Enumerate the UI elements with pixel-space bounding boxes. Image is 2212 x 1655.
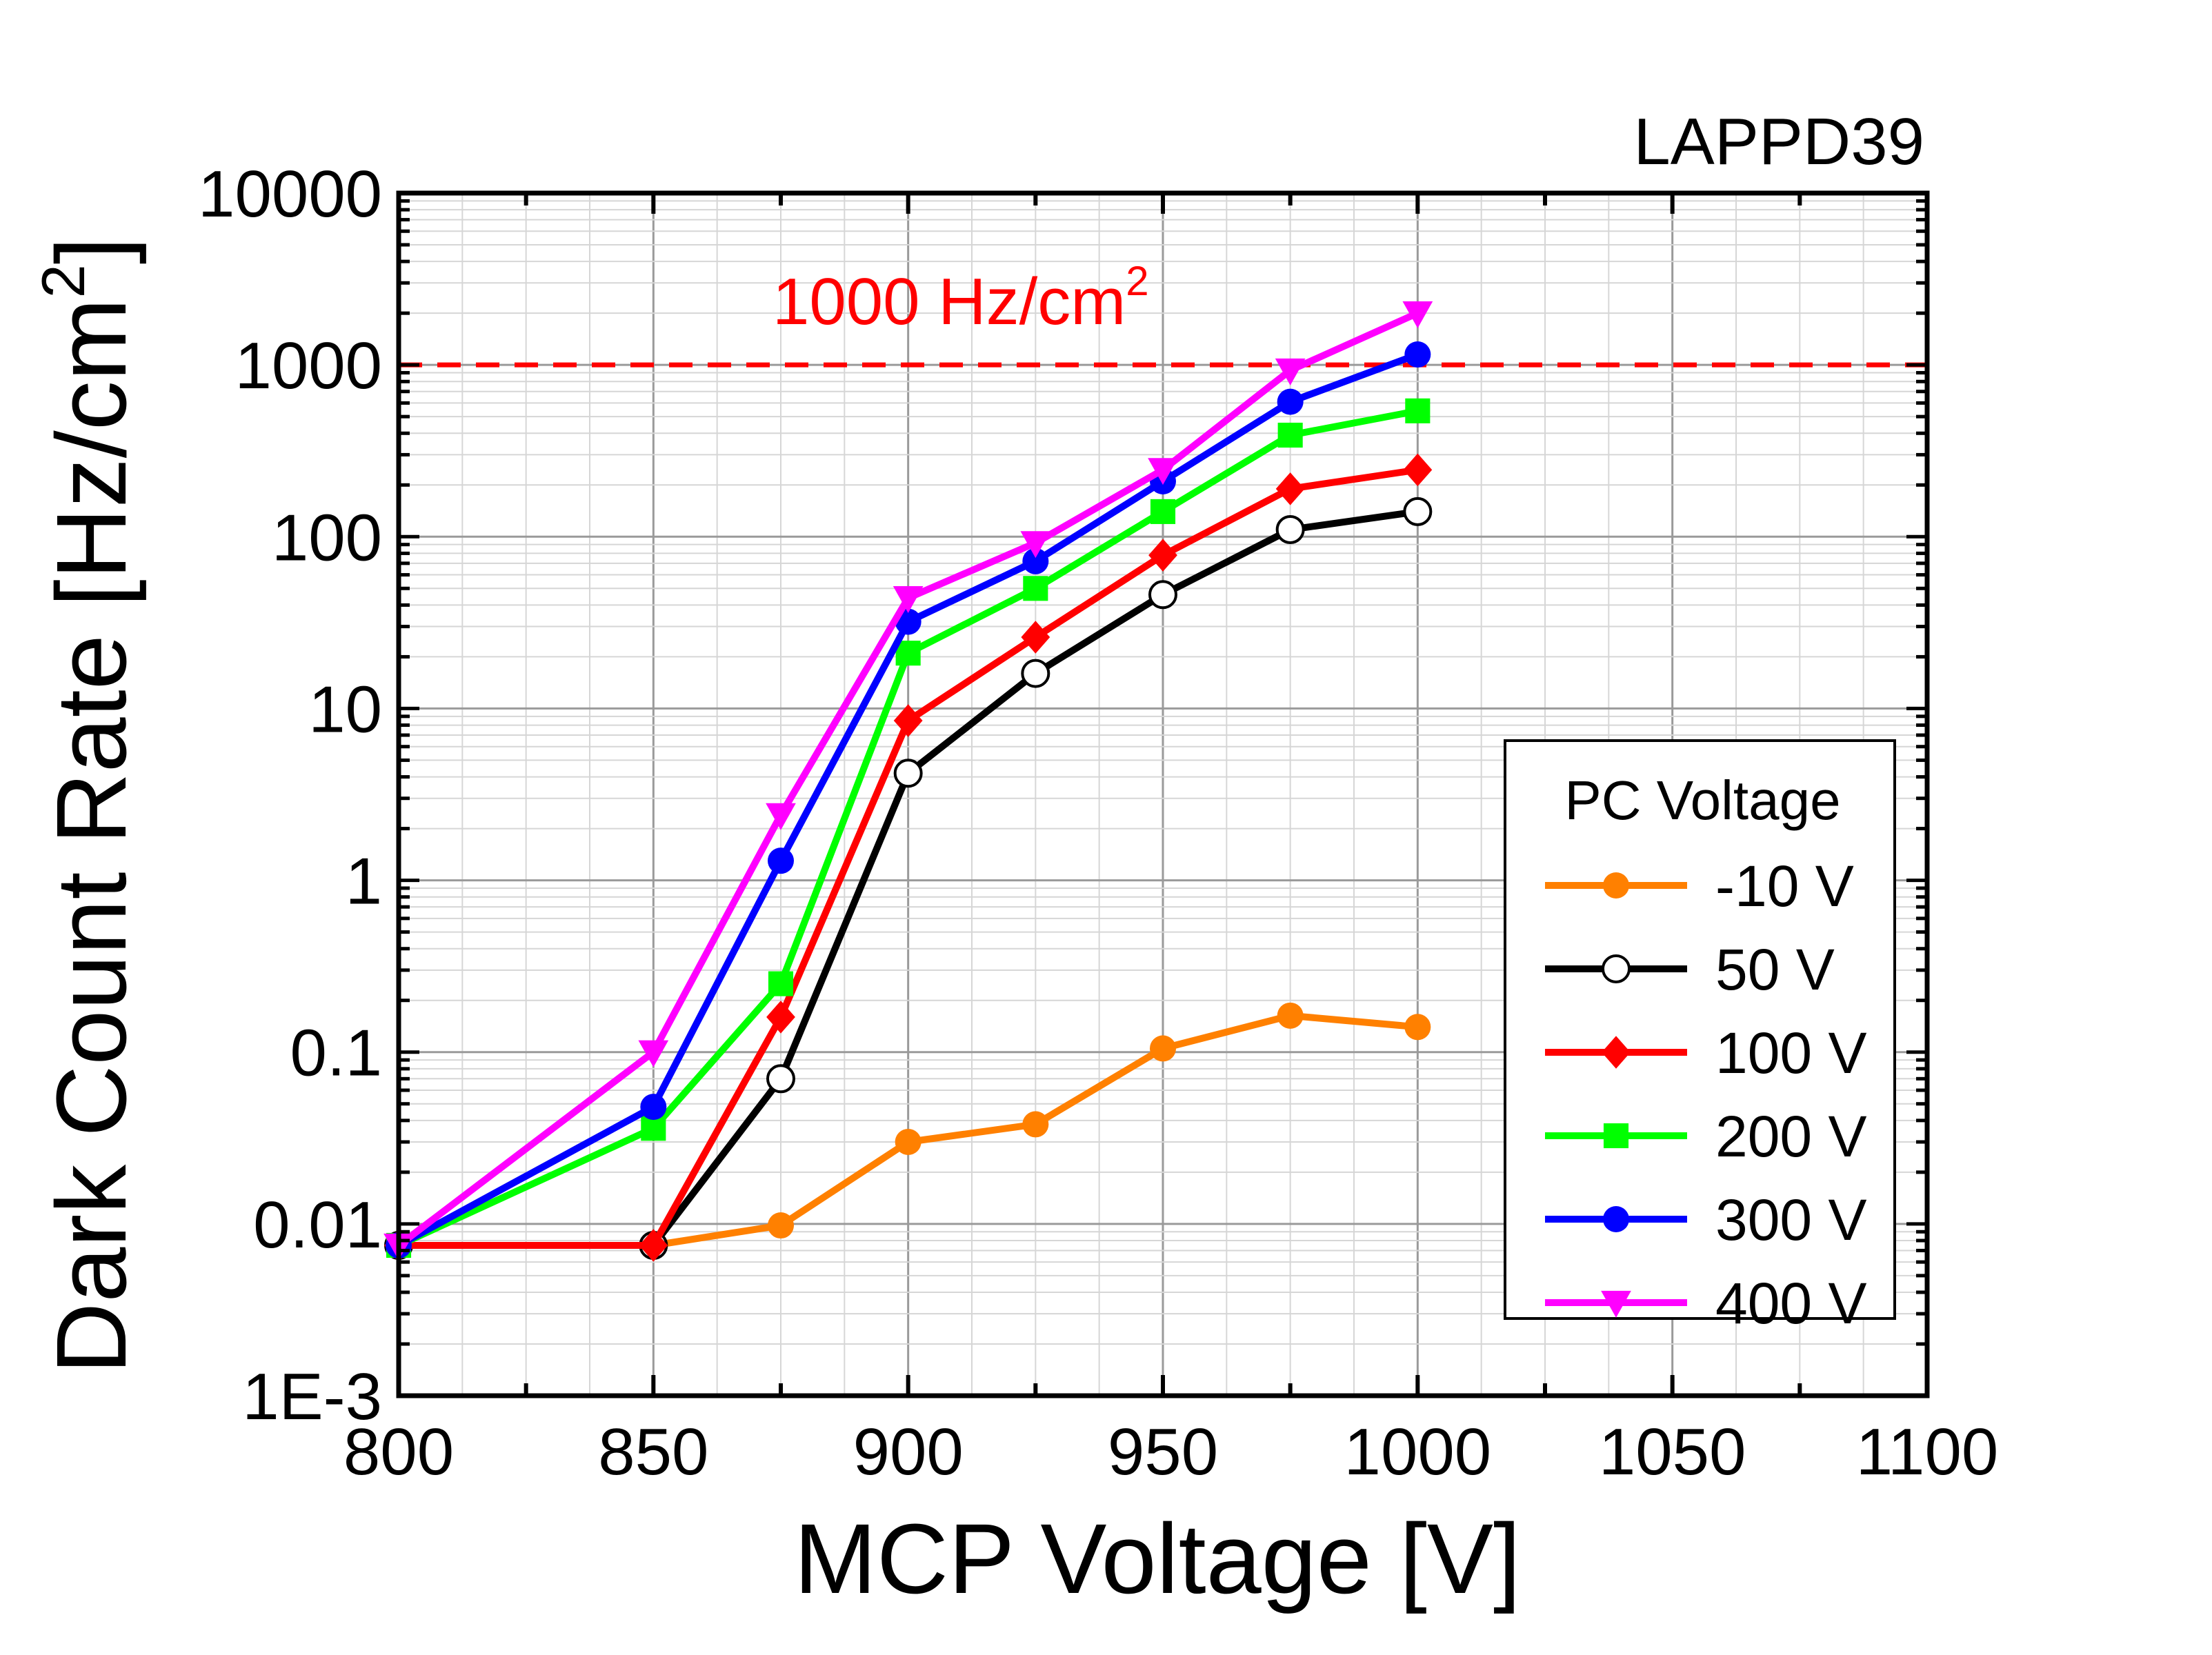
data-point bbox=[893, 704, 923, 737]
y-tick-label: 10000 bbox=[198, 157, 382, 231]
data-point bbox=[1020, 531, 1051, 559]
data-point bbox=[766, 803, 796, 830]
series-line bbox=[395, 407, 1422, 1249]
legend-swatch-marker bbox=[1603, 1123, 1629, 1149]
legend-swatch-marker bbox=[1601, 1290, 1631, 1318]
y-tick-label: 100 bbox=[272, 501, 382, 574]
y-tick-label: 10 bbox=[308, 672, 382, 746]
x-tick-label: 1100 bbox=[1856, 1415, 1998, 1489]
x-tick-label: 850 bbox=[598, 1415, 708, 1489]
data-point bbox=[1277, 1002, 1304, 1029]
data-point bbox=[1148, 458, 1178, 485]
y-tick-label: 1000 bbox=[235, 329, 382, 403]
axes bbox=[396, 190, 1930, 1398]
legend-label: 400 V bbox=[1715, 1271, 1867, 1336]
legend-swatch-marker bbox=[1603, 1206, 1629, 1232]
y-tick-label: 1 bbox=[346, 845, 382, 919]
legend-item: -10 V bbox=[1545, 854, 1854, 919]
legend-label: 200 V bbox=[1715, 1104, 1867, 1169]
data-point bbox=[768, 971, 794, 996]
data-point bbox=[1150, 499, 1176, 524]
data-point bbox=[895, 1128, 921, 1155]
data-point bbox=[1404, 341, 1431, 368]
y-axis-label: Dark Count Rate [Hz/cm2] bbox=[29, 237, 147, 1374]
data-point bbox=[766, 1064, 795, 1094]
data-point bbox=[1275, 472, 1305, 505]
legend-swatch-marker bbox=[1602, 954, 1631, 983]
y-axis-label-close: ] bbox=[36, 237, 147, 264]
y-tick-label: 1E-3 bbox=[242, 1360, 382, 1434]
tick-labels: 800 850 900 950 1000 1050 1100 1E-3 0.01 0.1 1 10 10… bbox=[198, 157, 1998, 1489]
legend-item: 300 V bbox=[1545, 1187, 1867, 1252]
ref-line-label-sup: 2 bbox=[1126, 258, 1148, 304]
x-tick-label: 1000 bbox=[1344, 1415, 1492, 1489]
series-line bbox=[395, 1012, 1422, 1249]
series-line bbox=[395, 351, 1422, 1249]
legend-label: -10 V bbox=[1715, 854, 1854, 919]
data-point bbox=[1403, 496, 1433, 526]
data-point bbox=[641, 1116, 666, 1141]
data-point bbox=[639, 1229, 668, 1262]
y-tick-label: 0.01 bbox=[253, 1188, 382, 1262]
y-axis-label-text: Dark Count Rate [Hz/cm bbox=[36, 298, 147, 1374]
data-point bbox=[1402, 301, 1433, 328]
series-line bbox=[395, 310, 1422, 1249]
legend-label: 300 V bbox=[1715, 1187, 1867, 1252]
data-point bbox=[1404, 1014, 1431, 1041]
data-point bbox=[895, 641, 921, 666]
series-3 bbox=[386, 398, 1431, 1258]
data-point bbox=[1023, 576, 1048, 601]
legend-swatch-marker bbox=[1603, 872, 1629, 899]
x-tick-label: 800 bbox=[343, 1415, 454, 1489]
series-line bbox=[395, 508, 1422, 1249]
data-point bbox=[1277, 388, 1304, 415]
legend-item: 400 V bbox=[1545, 1271, 1867, 1336]
data-point bbox=[1148, 580, 1177, 610]
data-point bbox=[1277, 422, 1303, 448]
x-tick-label: 900 bbox=[853, 1415, 964, 1489]
legend-label: 100 V bbox=[1715, 1021, 1867, 1085]
data-point bbox=[1405, 398, 1431, 423]
data-point bbox=[1275, 514, 1305, 544]
legend-swatch-marker bbox=[1602, 1036, 1631, 1069]
legend-title: PC Voltage bbox=[1564, 770, 1840, 831]
data-point bbox=[1148, 539, 1177, 572]
series-5 bbox=[383, 301, 1433, 1261]
legend-item: 200 V bbox=[1545, 1104, 1867, 1169]
y-tick-label: 0.1 bbox=[290, 1016, 382, 1090]
data-point bbox=[893, 759, 923, 788]
ref-line-label-text: 1000 Hz/cm bbox=[773, 265, 1126, 339]
legend: PC Voltage -10 V 50 V 100 V 200 V 300 V 400 V bbox=[1504, 739, 1896, 1336]
ref-line-label: 1000 Hz/cm2 bbox=[773, 258, 1149, 339]
series-group bbox=[383, 301, 1433, 1262]
series-line bbox=[395, 466, 1422, 1249]
data-point bbox=[1021, 621, 1050, 654]
legend-item: 50 V bbox=[1545, 937, 1835, 1002]
legend-label: 50 V bbox=[1715, 937, 1835, 1002]
data-point bbox=[1021, 659, 1050, 688]
data-point bbox=[768, 847, 794, 874]
data-point bbox=[1403, 453, 1433, 487]
legend-item: 100 V bbox=[1545, 1021, 1867, 1085]
data-point bbox=[638, 1040, 669, 1067]
data-point bbox=[766, 1001, 795, 1034]
data-point bbox=[1022, 1111, 1049, 1138]
chart-title: LAPPD39 bbox=[1633, 105, 1924, 179]
data-point bbox=[1022, 548, 1049, 574]
data-point bbox=[893, 586, 924, 613]
x-tick-label: 1050 bbox=[1599, 1415, 1746, 1489]
data-point bbox=[640, 1094, 667, 1121]
y-axis-label-sup: 2 bbox=[29, 264, 97, 298]
data-point bbox=[1150, 1035, 1176, 1062]
data-point bbox=[768, 1212, 794, 1239]
x-tick-label: 950 bbox=[1108, 1415, 1218, 1489]
x-axis-label: MCP Voltage [V] bbox=[794, 1503, 1521, 1614]
data-point bbox=[1275, 358, 1306, 385]
